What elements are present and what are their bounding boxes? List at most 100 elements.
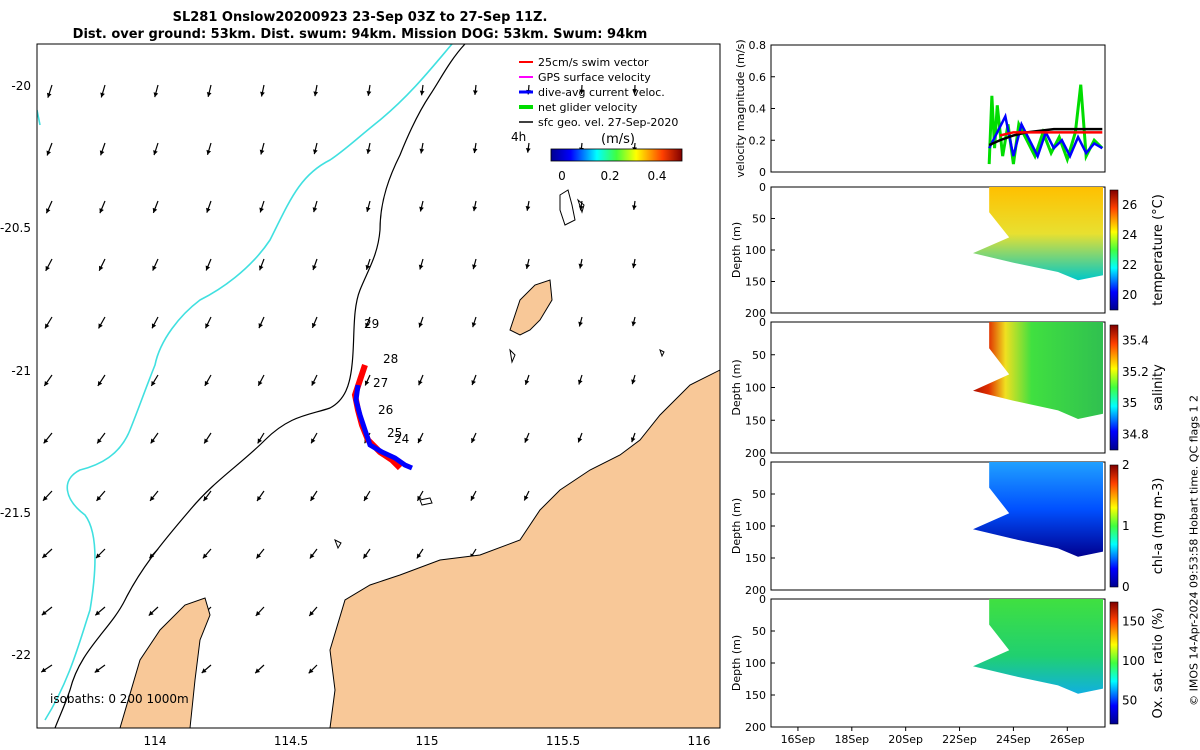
vector-arrow bbox=[255, 606, 265, 617]
track-day-labels: 29 28 27 26 25 24 bbox=[364, 317, 409, 446]
isobath-note: isobaths: 0 200 1000m bbox=[50, 692, 189, 706]
lat-tick-label: -22 bbox=[11, 648, 31, 662]
day-label: 28 bbox=[383, 352, 398, 366]
depth-tick-label: 100 bbox=[745, 382, 766, 395]
depth-tick-label: 100 bbox=[745, 520, 766, 533]
vector-arrow bbox=[151, 316, 159, 329]
depth-ylabel: Depth (m) bbox=[730, 359, 743, 415]
svg-text:25cm/s swim vector: 25cm/s swim vector bbox=[538, 56, 649, 69]
vector-arrow bbox=[99, 200, 106, 214]
land-exmouth bbox=[119, 597, 211, 728]
colorbar-unit: (m/s) bbox=[601, 132, 635, 147]
vector-arrow bbox=[363, 490, 371, 502]
salinity-panel: 0 50 100 150 200 Depth (m) 35.4 35.2 35 34.8 salin… bbox=[730, 316, 1166, 460]
velocity-ylabel: velocity magnitude (m/s) bbox=[734, 39, 747, 177]
lon-tick-label: 115.5 bbox=[546, 734, 580, 748]
vector-arrow bbox=[94, 606, 106, 616]
vector-arrow bbox=[46, 84, 53, 98]
vector-arrow bbox=[472, 142, 478, 154]
colorbar-tick-label: 1 bbox=[1122, 519, 1130, 533]
depth-tick-label: 0 bbox=[759, 593, 766, 606]
depth-tick-label: 50 bbox=[752, 488, 766, 501]
vector-arrow bbox=[632, 200, 637, 211]
colorbar-tick: 0.4 bbox=[647, 169, 666, 183]
vector-arrow bbox=[365, 316, 371, 328]
vector-arrow bbox=[203, 432, 212, 444]
vector-arrow bbox=[312, 200, 318, 213]
lat-tick-label: -21 bbox=[11, 364, 31, 378]
lat-tick-label: -21.5 bbox=[0, 506, 31, 520]
lat-tick-label: -20 bbox=[11, 79, 31, 93]
vector-arrow bbox=[418, 316, 424, 328]
land-barrow-island bbox=[509, 279, 553, 336]
vector-arrow bbox=[631, 374, 636, 385]
svg-text:GPS surface velocity: GPS surface velocity bbox=[538, 71, 651, 84]
vector-arrow bbox=[364, 374, 371, 386]
depth-tick-label: 150 bbox=[745, 276, 766, 289]
legend-item: dive-avg current veloc. bbox=[519, 86, 665, 99]
vector-arrow bbox=[43, 432, 53, 444]
title-line-2: Dist. over ground: 53km. Dist. swum: 94k… bbox=[72, 27, 648, 42]
depth-ylabel: Depth (m) bbox=[730, 635, 743, 691]
chlorophyll-colorbar-label: chl-a (mg m-3) bbox=[1151, 478, 1166, 575]
lon-tick-label: 116 bbox=[688, 734, 711, 748]
temperature-colorbar bbox=[1109, 189, 1119, 311]
colorbar-tick-label: 34.8 bbox=[1122, 427, 1149, 441]
vector-arrow bbox=[148, 606, 159, 616]
vector-arrow bbox=[632, 84, 638, 94]
vector-arrow bbox=[419, 84, 425, 96]
day-label: 24 bbox=[394, 432, 409, 446]
time-tick-label: 18Sep bbox=[834, 733, 869, 746]
vector-arrow bbox=[362, 548, 371, 559]
small-islands bbox=[334, 189, 665, 550]
lon-tick-label: 115 bbox=[416, 734, 439, 748]
vector-arrow bbox=[43, 374, 53, 387]
vector-arrow bbox=[255, 548, 265, 559]
vector-arrow bbox=[308, 664, 318, 674]
time-tick-label: 20Sep bbox=[888, 733, 923, 746]
colorbar-tick-label: 22 bbox=[1122, 258, 1137, 272]
chlorophyll-section bbox=[973, 462, 1103, 557]
vector-arrow bbox=[630, 432, 636, 443]
vector-arrow bbox=[206, 84, 212, 97]
colorbar-tick-label: 0 bbox=[1122, 580, 1130, 594]
vector-arrow bbox=[418, 258, 424, 270]
vector-arrow bbox=[631, 316, 637, 327]
colorbar-tick-label: 100 bbox=[1122, 654, 1145, 668]
vector-arrow bbox=[260, 84, 265, 97]
vector-arrow bbox=[366, 142, 371, 154]
vector-arrow bbox=[419, 200, 424, 212]
colorbar-tick-label: 26 bbox=[1122, 198, 1137, 212]
legend-item: GPS surface velocity bbox=[519, 71, 651, 84]
depth-tick-label: 0 bbox=[759, 316, 766, 329]
colorbar-tick-label: 35 bbox=[1122, 396, 1137, 410]
velocity-colorbar: (m/s) 0 0.2 0.4 bbox=[550, 132, 683, 183]
colorbar-tick-label: 20 bbox=[1122, 288, 1137, 302]
depth-tick-label: 200 bbox=[745, 721, 766, 734]
depth-tick-label: 200 bbox=[745, 584, 766, 597]
depth-tick-label: 50 bbox=[752, 349, 766, 362]
depth-tick-label: 100 bbox=[745, 657, 766, 670]
vector-arrow bbox=[418, 374, 424, 386]
vector-arrow bbox=[45, 258, 53, 272]
depth-ylabel: Depth (m) bbox=[730, 222, 743, 278]
vector-arrow bbox=[97, 374, 106, 387]
colorbar-tick: 0.2 bbox=[600, 169, 619, 183]
temperature-panel: 0 50 100 150 200 Depth (m) 26 24 22 20 temperature… bbox=[730, 181, 1166, 320]
svg-text:dive-avg current veloc.: dive-avg current veloc. bbox=[538, 86, 665, 99]
legend-item: net glider velocity bbox=[519, 101, 638, 114]
depth-tick-label: 200 bbox=[745, 447, 766, 460]
legend-item: sfc geo. vel. 27-Sep-2020 bbox=[519, 116, 678, 129]
vector-arrow bbox=[366, 84, 372, 96]
map-panel: 29 28 27 26 25 24 isobaths: 0 200 1000m … bbox=[0, 43, 721, 748]
vector-arrow bbox=[257, 432, 265, 444]
title-line-1: SL281 Onslow20200923 23-Sep 03Z to 27-Se… bbox=[172, 10, 548, 25]
vector-arrow bbox=[525, 200, 531, 211]
vector-arrow bbox=[42, 490, 53, 502]
day-label: 25 bbox=[387, 426, 402, 440]
time-tick-label: 26Sep bbox=[1050, 733, 1085, 746]
vector-arrow bbox=[259, 200, 265, 213]
colorbar-tick-label: 35.2 bbox=[1122, 365, 1149, 379]
vector-arrow bbox=[206, 200, 212, 213]
